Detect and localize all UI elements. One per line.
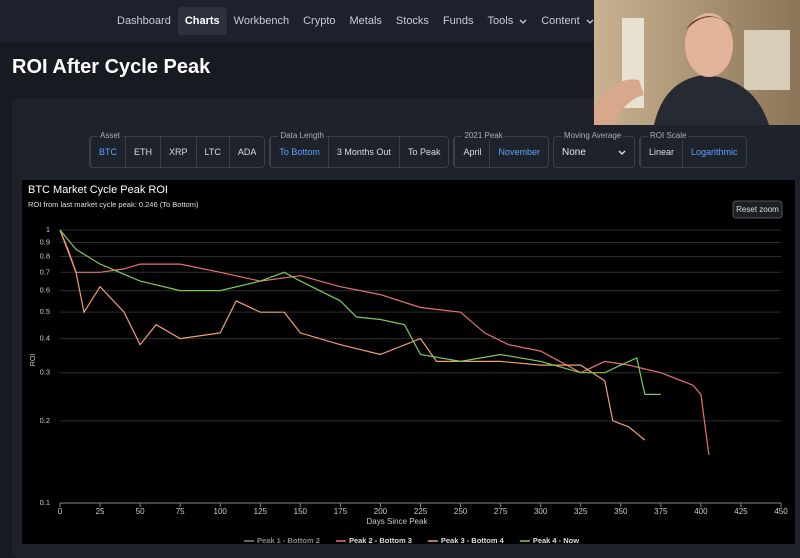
legend-label: Peak 3 - Bottom 4 xyxy=(441,536,505,544)
x-tick-label: 375 xyxy=(654,507,668,516)
chart-title: BTC Market Cycle Peak ROI xyxy=(28,184,168,196)
x-tick-label: 350 xyxy=(614,507,628,516)
x-tick-label: 100 xyxy=(214,507,228,516)
y-tick-label: 0.4 xyxy=(40,334,50,343)
nav-label[interactable]: Stocks xyxy=(395,15,429,27)
y-tick-label: 0.9 xyxy=(40,237,50,246)
legend-label: Peak 1 - Bottom 2 xyxy=(257,536,320,544)
nav-item[interactable]: Crypto xyxy=(296,7,342,35)
option-button[interactable]: Logarithmic xyxy=(682,137,746,167)
nav-label[interactable]: Metals xyxy=(349,15,382,27)
nav-label[interactable]: Crypto xyxy=(303,15,336,27)
chart-bg xyxy=(22,180,795,544)
chart: BTC Market Cycle Peak ROI ROI from last … xyxy=(22,180,795,544)
control-group: ROI Scale Linear Logarithmic xyxy=(639,131,747,168)
x-tick-label: 125 xyxy=(254,507,268,516)
y-axis-label: ROI xyxy=(30,354,37,367)
x-tick-label: 150 xyxy=(294,507,308,516)
y-tick-label: 0.7 xyxy=(40,267,50,276)
group-label: Asset xyxy=(98,131,123,140)
chevron xyxy=(519,19,527,24)
y-tick-label: 0.6 xyxy=(40,286,50,295)
option-button[interactable]: XRP xyxy=(160,137,196,167)
control-group: Data Length To Bottom 3 Months Out To Peak xyxy=(269,131,450,168)
y-tick-label: 1 xyxy=(46,225,50,234)
x-tick-label: 25 xyxy=(96,507,105,516)
nav-label[interactable]: Dashboard xyxy=(117,15,171,27)
option-button[interactable]: LTC xyxy=(195,137,229,167)
option-button[interactable]: To Peak xyxy=(398,137,449,167)
x-tick-label: 75 xyxy=(176,507,185,516)
y-tick-label: 0.8 xyxy=(40,251,50,260)
nav-item[interactable]: Stocks xyxy=(389,7,436,35)
nav-item[interactable]: Workbench xyxy=(227,7,296,35)
nav-label[interactable]: Funds xyxy=(442,15,474,27)
option-button[interactable]: 3 Months Out xyxy=(327,137,399,167)
x-tick-label: 225 xyxy=(414,507,428,516)
legend-label: Peak 4 - Now xyxy=(533,536,579,544)
control-group: Asset BTC ETH XRP LTC ADA xyxy=(89,131,266,168)
legend-label: Peak 2 - Bottom 3 xyxy=(349,536,412,544)
option-button[interactable]: To Bottom xyxy=(270,137,328,167)
reset-zoom-button[interactable] xyxy=(732,200,783,219)
chevron xyxy=(586,19,594,24)
y-tick-label: 0.3 xyxy=(40,368,50,377)
option-button[interactable]: ETH xyxy=(125,137,160,167)
option-button[interactable]: April xyxy=(454,137,489,167)
chart-subtitle: ROI from last market cycle peak: 0.246 (… xyxy=(28,200,199,209)
y-tick-label: 0.1 xyxy=(40,498,50,507)
x-tick-label: 275 xyxy=(494,507,508,516)
reset-zoom-label[interactable]: Reset zoom xyxy=(736,205,779,214)
x-tick-label: 0 xyxy=(58,507,63,516)
control-group: 2021 Peak April November xyxy=(453,131,549,168)
controls: Asset BTC ETH XRP LTC ADA Data Length To Bottom… xyxy=(89,131,747,168)
series-line xyxy=(59,229,646,441)
x-tick-label: 400 xyxy=(694,507,708,516)
group-label: ROI Scale xyxy=(648,131,689,140)
nav-item[interactable]: Content xyxy=(534,7,601,35)
y-tick-label: 0.2 xyxy=(40,416,50,425)
nav-item[interactable]: Charts xyxy=(177,7,227,35)
nav-item[interactable]: Metals xyxy=(343,7,389,35)
webcam-overlay xyxy=(594,0,800,125)
option-button[interactable]: ADA xyxy=(228,137,265,167)
x-tick-label: 175 xyxy=(334,507,348,516)
select[interactable]: None xyxy=(554,137,634,167)
series-line xyxy=(59,229,710,455)
nav-label[interactable]: Content xyxy=(541,15,580,27)
option-button[interactable]: Linear xyxy=(640,137,682,167)
nav-item[interactable]: Dashboard xyxy=(110,7,178,35)
nav-item[interactable]: Funds xyxy=(436,7,481,35)
group-label: 2021 Peak xyxy=(462,131,505,140)
series-line xyxy=(59,229,661,395)
x-tick-label: 300 xyxy=(534,507,548,516)
nav-label[interactable]: Tools xyxy=(487,15,514,27)
group-label: Data Length xyxy=(278,131,326,140)
page-title: ROI After Cycle Peak xyxy=(12,56,211,78)
nav-label[interactable]: Charts xyxy=(184,15,220,27)
option-button[interactable]: BTC xyxy=(90,137,125,167)
x-tick-label: 450 xyxy=(774,507,788,516)
chevron xyxy=(618,150,626,155)
x-tick-label: 325 xyxy=(574,507,588,516)
group-label: Moving Average xyxy=(562,131,624,140)
page: Dashboard Charts Workbench Crypto Metals Stoc… xyxy=(12,0,800,544)
x-axis-label: Days Since Peak xyxy=(367,517,429,526)
control-group: Moving Average None xyxy=(553,131,635,168)
x-tick-label: 425 xyxy=(734,507,748,516)
x-tick-label: 200 xyxy=(374,507,388,516)
nav-item[interactable]: Tools xyxy=(481,7,535,35)
y-tick-label: 0.5 xyxy=(40,307,50,316)
select-value[interactable]: None xyxy=(562,146,586,158)
nav-label[interactable]: Workbench xyxy=(233,15,290,27)
x-tick-label: 250 xyxy=(454,507,468,516)
option-button[interactable]: November xyxy=(489,137,548,167)
x-tick-label: 50 xyxy=(136,507,145,516)
